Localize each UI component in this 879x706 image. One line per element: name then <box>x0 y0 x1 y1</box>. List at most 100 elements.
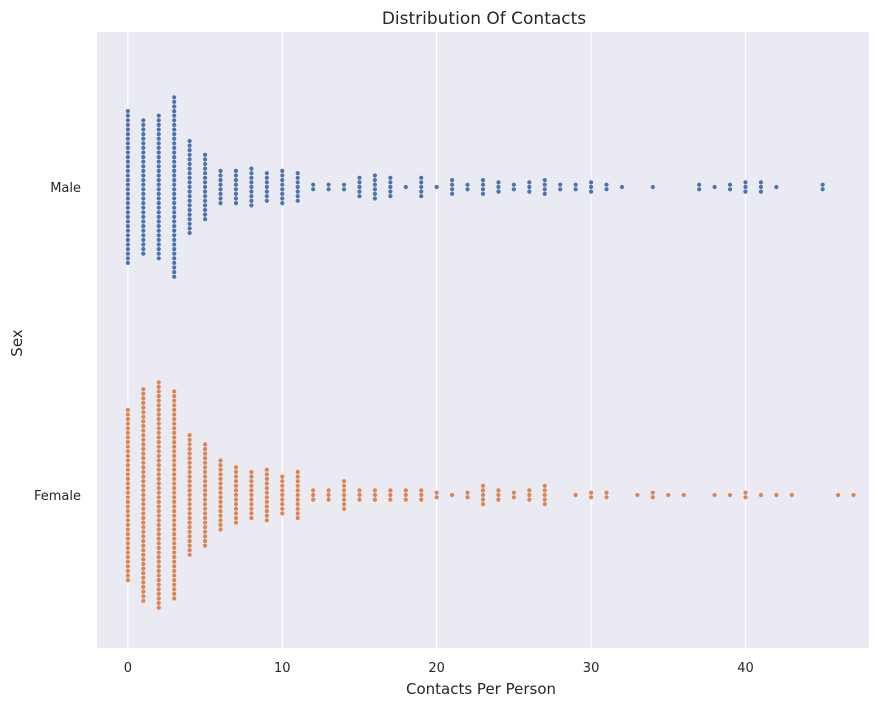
data-point <box>403 492 408 498</box>
data-point <box>264 499 269 504</box>
data-point <box>527 184 532 190</box>
data-point <box>527 488 532 493</box>
data-point <box>218 472 223 477</box>
data-point <box>156 435 161 440</box>
data-point <box>419 189 424 194</box>
data-point <box>172 545 177 551</box>
data-point <box>588 184 594 190</box>
data-point <box>372 497 378 502</box>
data-point <box>141 141 146 146</box>
data-point <box>480 182 486 187</box>
data-point <box>727 492 733 498</box>
data-point <box>125 150 130 155</box>
data-point <box>450 182 455 187</box>
data-point <box>156 164 161 169</box>
data-point <box>141 251 146 256</box>
data-point <box>280 182 285 187</box>
data-point <box>187 189 192 194</box>
chart-title: Distribution Of Contacts <box>382 9 586 29</box>
data-point <box>141 497 146 502</box>
data-point <box>156 228 161 233</box>
data-point <box>187 483 192 488</box>
data-point <box>419 194 424 199</box>
data-point <box>295 469 300 475</box>
data-point <box>125 490 130 495</box>
data-point <box>249 515 254 521</box>
data-point <box>280 511 285 516</box>
data-point <box>141 428 146 433</box>
data-point <box>141 594 146 599</box>
data-point <box>125 564 130 569</box>
data-point <box>573 187 578 192</box>
data-point <box>125 495 130 500</box>
data-point <box>172 596 177 601</box>
data-point <box>527 497 532 502</box>
data-point <box>172 242 177 247</box>
data-point <box>233 469 239 475</box>
data-point <box>372 178 378 183</box>
data-point <box>588 490 594 495</box>
data-point <box>202 194 208 199</box>
data-point <box>249 175 254 180</box>
data-point <box>141 182 146 187</box>
data-point <box>280 497 285 502</box>
data-point <box>125 532 130 537</box>
data-point <box>141 155 146 160</box>
data-point <box>372 488 378 493</box>
data-point <box>141 571 146 576</box>
data-point <box>233 178 239 183</box>
data-point <box>388 175 393 180</box>
data-point <box>774 184 779 190</box>
data-point <box>125 449 130 454</box>
data-point <box>357 184 362 190</box>
data-point <box>156 472 161 477</box>
data-point <box>156 453 161 458</box>
data-point <box>187 469 192 475</box>
data-point <box>172 219 177 224</box>
data-point <box>172 541 177 546</box>
data-point <box>650 495 655 500</box>
data-point <box>125 555 130 560</box>
data-point <box>156 113 161 118</box>
data-point <box>141 451 146 456</box>
data-point <box>172 398 177 403</box>
data-point <box>403 497 408 502</box>
data-point <box>141 483 146 488</box>
data-point <box>141 488 146 493</box>
data-point <box>141 210 146 215</box>
data-point <box>511 182 516 187</box>
data-point <box>573 492 578 498</box>
data-point <box>218 191 223 196</box>
data-point <box>218 463 223 468</box>
data-point <box>264 175 269 180</box>
data-point <box>125 426 130 431</box>
data-point <box>743 184 748 190</box>
data-point <box>172 145 177 150</box>
data-point <box>280 479 285 484</box>
data-point <box>341 506 347 511</box>
data-point <box>295 180 300 185</box>
data-point <box>187 157 192 162</box>
data-point <box>125 210 130 215</box>
data-point <box>172 159 177 164</box>
data-point <box>141 205 146 210</box>
data-point <box>172 191 177 196</box>
data-point <box>480 488 486 493</box>
data-point <box>372 173 378 178</box>
data-point <box>125 168 130 173</box>
data-point <box>141 446 146 452</box>
data-point <box>156 247 161 252</box>
data-point <box>141 515 146 521</box>
data-point <box>125 141 130 146</box>
data-point <box>172 509 177 514</box>
data-point <box>156 582 161 587</box>
data-point <box>187 171 192 176</box>
data-point <box>141 224 146 229</box>
data-point <box>187 488 192 493</box>
data-point <box>125 578 130 583</box>
data-point <box>141 598 146 603</box>
data-point <box>125 237 130 242</box>
data-point <box>172 568 177 574</box>
data-point <box>125 472 130 477</box>
data-point <box>156 463 161 468</box>
